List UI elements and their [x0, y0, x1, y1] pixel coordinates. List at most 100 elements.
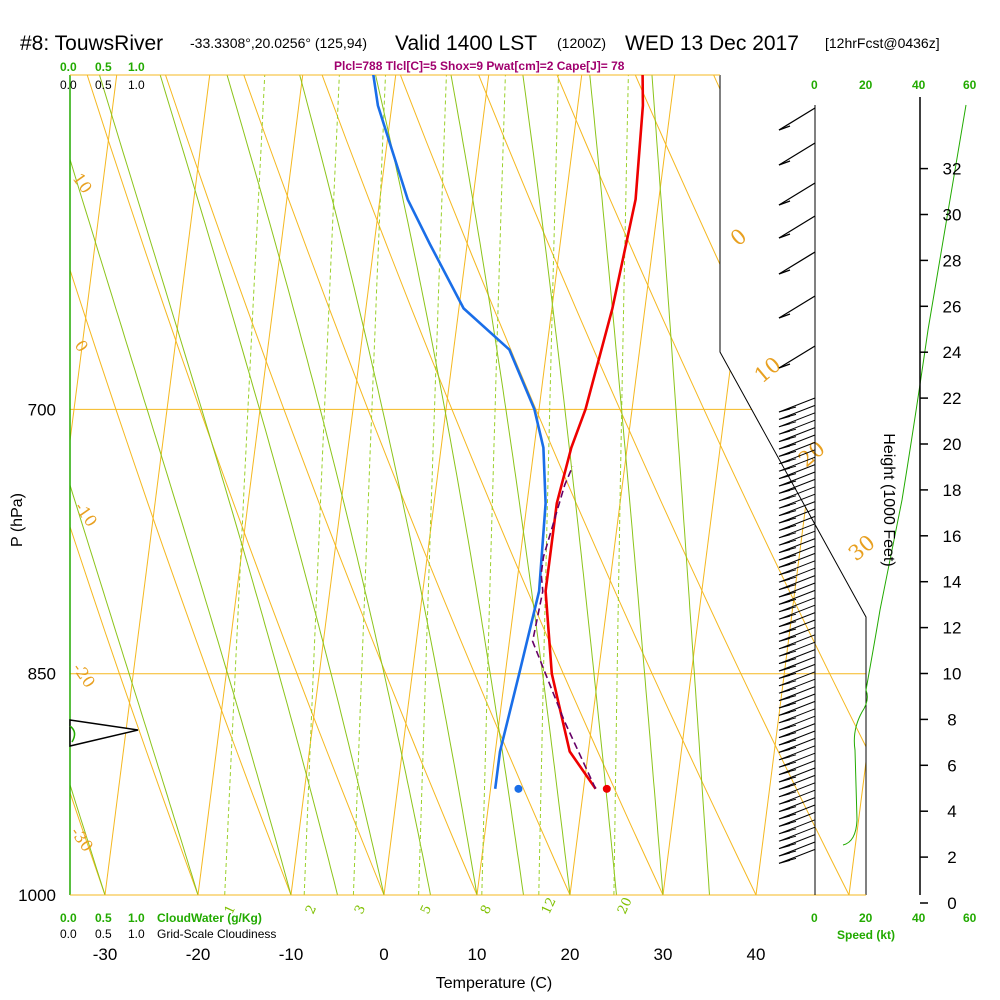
wind-barb-flag	[784, 487, 797, 492]
wind-barb-flag	[784, 428, 797, 433]
wind-barb-flag	[784, 613, 797, 618]
dry-adiabat-line	[482, 75, 866, 895]
wind-barb-flag	[778, 313, 791, 319]
wind-barb-flag	[784, 783, 797, 788]
wind-barb-flag	[784, 591, 797, 596]
wind-barb-flag	[784, 635, 797, 640]
wind-barb-flag	[778, 363, 791, 369]
surface-temperature-dot	[602, 784, 611, 793]
bottom-green-scale-1: 0.5	[95, 911, 112, 925]
wind-barb	[778, 597, 816, 613]
wind-barb	[778, 708, 816, 724]
speed-top-20: 20	[859, 78, 873, 92]
dry-adiabat-line	[70, 75, 478, 895]
wind-barb-flag	[784, 798, 797, 803]
moist-adiabat-lines	[70, 75, 710, 895]
wind-barb-flag	[784, 724, 797, 729]
bottom-green-scale-2: 1.0	[128, 911, 145, 925]
isotherm-line	[0, 0, 67, 895]
isotherm-line	[569, 75, 812, 895]
moist-adiabat-line	[312, 75, 617, 895]
top-black-scale-0: 0.0	[60, 78, 77, 92]
wind-barb-flag	[784, 569, 797, 574]
pressure-tick-labels: 2503004005007008501000	[18, 400, 56, 905]
stability-params: Plcl=788 Tlcl[C]=5 Shox=9 Pwat[cm]=2 Cap…	[334, 59, 625, 73]
mixing-ratio-label: 20	[615, 895, 636, 916]
dry-adiabat-line	[231, 75, 866, 895]
wind-barb-flag	[784, 672, 797, 677]
height-tick-label: 14	[943, 573, 962, 592]
height-tick-label: 18	[943, 481, 962, 500]
height-tick-label: 16	[943, 527, 962, 546]
valid-zulu: (1200Z)	[557, 35, 606, 51]
wind-barb-flag	[778, 269, 791, 275]
wind-barb-flag	[784, 554, 797, 559]
station-coords: -33.3308°,20.0256° (125,94)	[190, 35, 367, 51]
wind-barb	[778, 723, 816, 739]
wind-barb-flag	[784, 732, 797, 737]
wind-barb	[778, 782, 816, 798]
wind-barb-flag	[784, 458, 797, 463]
temperature-tick-label: -30	[93, 945, 118, 964]
wind-barb	[778, 626, 816, 642]
wind-barb-flag	[784, 717, 797, 722]
wind-barb	[778, 730, 816, 746]
wind-barb-flag	[778, 200, 791, 206]
wind-barb-flag	[784, 687, 797, 692]
moist-adiabat-line	[554, 75, 710, 895]
wind-barb	[778, 745, 816, 761]
wind-barb	[778, 295, 816, 319]
wind-barb-flag	[784, 606, 797, 611]
wind-barb-flag	[784, 598, 797, 603]
temperature-tick-label: -10	[279, 945, 304, 964]
height-tick-label: 2	[947, 848, 956, 867]
wind-barb	[778, 251, 816, 275]
wind-barb	[778, 215, 816, 239]
height-axis-label: Height (1000 Feet)	[880, 433, 897, 566]
speed-axis-label: Speed (kt)	[837, 928, 895, 942]
height-tick-label: 0	[947, 894, 956, 913]
moist-adiabat-line	[70, 75, 199, 895]
forecast-label: [12hrFcst@0436z]	[825, 35, 940, 51]
wind-barb-flag	[784, 473, 797, 478]
wind-barb	[778, 789, 816, 805]
wind-barb	[778, 774, 816, 790]
height-tick-label: 30	[943, 206, 962, 225]
speed-bottom-40: 40	[912, 911, 926, 925]
dry-adiabat-line	[857, 75, 866, 895]
wind-barb-flag	[784, 857, 797, 862]
dry-adiabat-line	[70, 75, 571, 895]
wind-barb	[778, 523, 816, 539]
height-tick-label: 8	[947, 710, 956, 729]
wind-barb-flag	[784, 643, 797, 648]
wind-barb-flag	[784, 850, 797, 855]
dry-adiabat-line	[983, 0, 1000, 895]
surface-dewpoint-dot	[514, 784, 523, 793]
height-tick-label: 10	[943, 665, 962, 684]
wind-barb-flag	[784, 443, 797, 448]
plot-boundary	[719, 75, 867, 895]
wind-barb-flag	[784, 532, 797, 537]
isotherm-line	[755, 75, 866, 895]
wind-barb	[778, 552, 816, 568]
parcel-line	[531, 466, 597, 790]
valid-date: WED 13 Dec 2017	[625, 32, 799, 55]
wind-barb	[778, 797, 816, 813]
moist-adiabat-line	[186, 75, 571, 895]
wind-barb	[778, 486, 816, 502]
wind-barb-flag	[784, 680, 797, 685]
wind-barb-flag	[784, 739, 797, 744]
valid-time: Valid 1400 LST	[395, 32, 537, 55]
isotherm-line	[104, 75, 347, 895]
isotherm-line	[476, 75, 719, 895]
wind-barb	[778, 142, 816, 166]
wind-barb	[778, 501, 816, 517]
wind-barb-flag	[784, 547, 797, 552]
wind-barb-flag	[784, 813, 797, 818]
dry-adiabat-line	[70, 75, 385, 895]
wind-barb-flag	[784, 791, 797, 796]
mixing-ratio-label: 5	[418, 903, 435, 917]
moist-adiabat-line	[70, 75, 431, 895]
bottom-green-scale-0: 0.0	[60, 911, 77, 925]
